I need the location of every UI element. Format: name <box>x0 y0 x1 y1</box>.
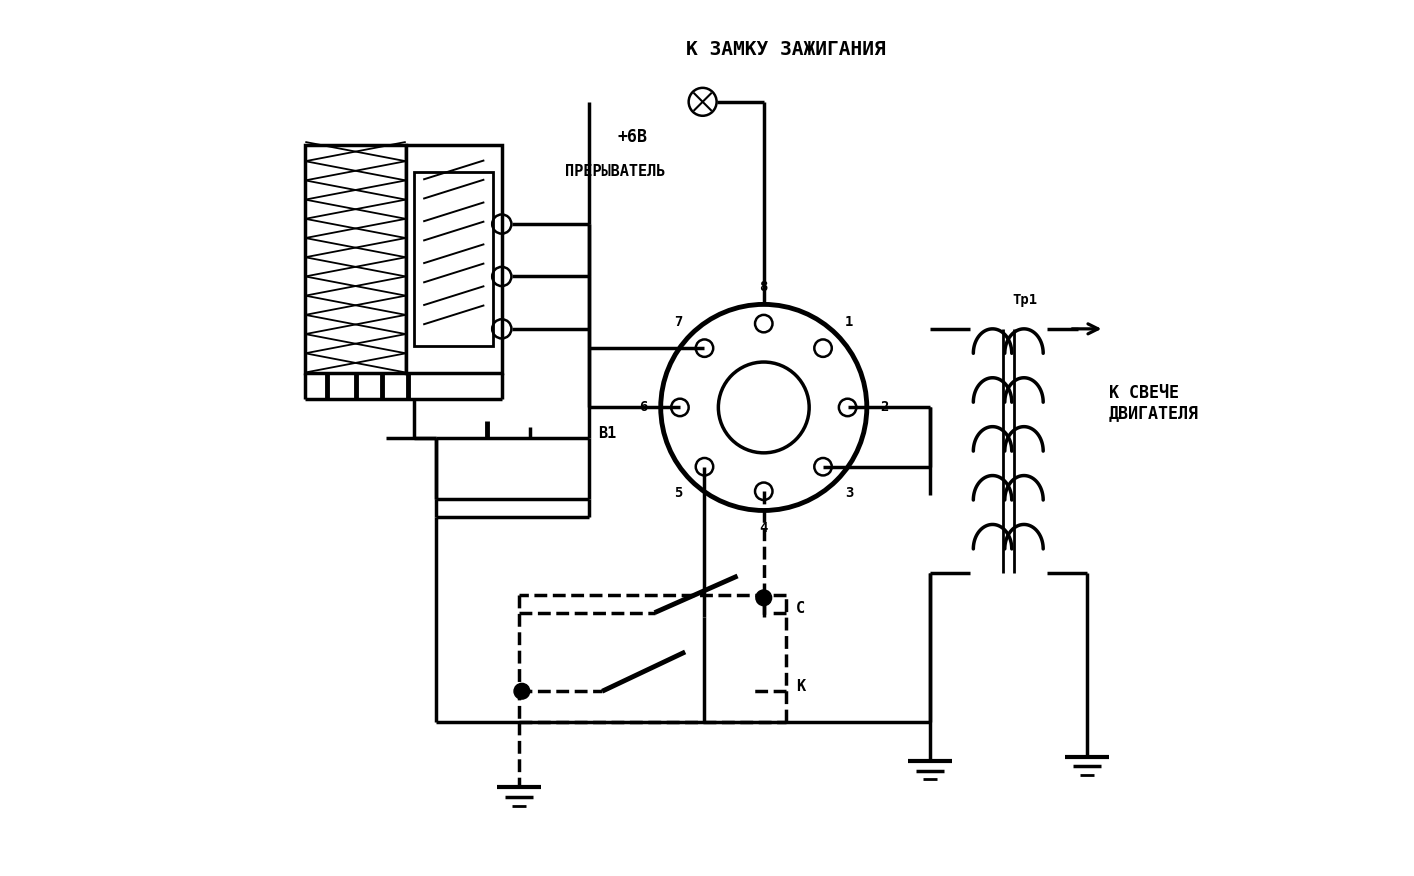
Text: 4: 4 <box>759 521 768 535</box>
Text: К: К <box>796 680 805 695</box>
Text: Тр1: Тр1 <box>1012 293 1038 307</box>
Text: 6: 6 <box>639 400 648 414</box>
Bar <box>414 172 493 346</box>
Text: +6В: +6В <box>618 128 648 145</box>
Text: 7: 7 <box>674 315 683 329</box>
Bar <box>406 145 502 372</box>
Circle shape <box>515 683 530 699</box>
Text: К СВЕЧЕ
ДВИГАТЕЛЯ: К СВЕЧЕ ДВИГАТЕЛЯ <box>1109 384 1199 422</box>
Text: В1: В1 <box>598 426 617 442</box>
Circle shape <box>756 590 772 605</box>
Text: ПРЕРЫВАТЕЛЬ: ПРЕРЫВАТЕЛЬ <box>566 164 666 180</box>
Text: С: С <box>796 601 805 616</box>
Text: 3: 3 <box>844 485 853 499</box>
Text: 1: 1 <box>844 315 853 329</box>
Text: К ЗАМКУ ЗАЖИГАНИЯ: К ЗАМКУ ЗАЖИГАНИЯ <box>686 40 885 59</box>
Text: 8: 8 <box>759 280 768 294</box>
Bar <box>305 145 406 372</box>
Text: 2: 2 <box>880 400 888 414</box>
Text: 5: 5 <box>674 485 683 499</box>
